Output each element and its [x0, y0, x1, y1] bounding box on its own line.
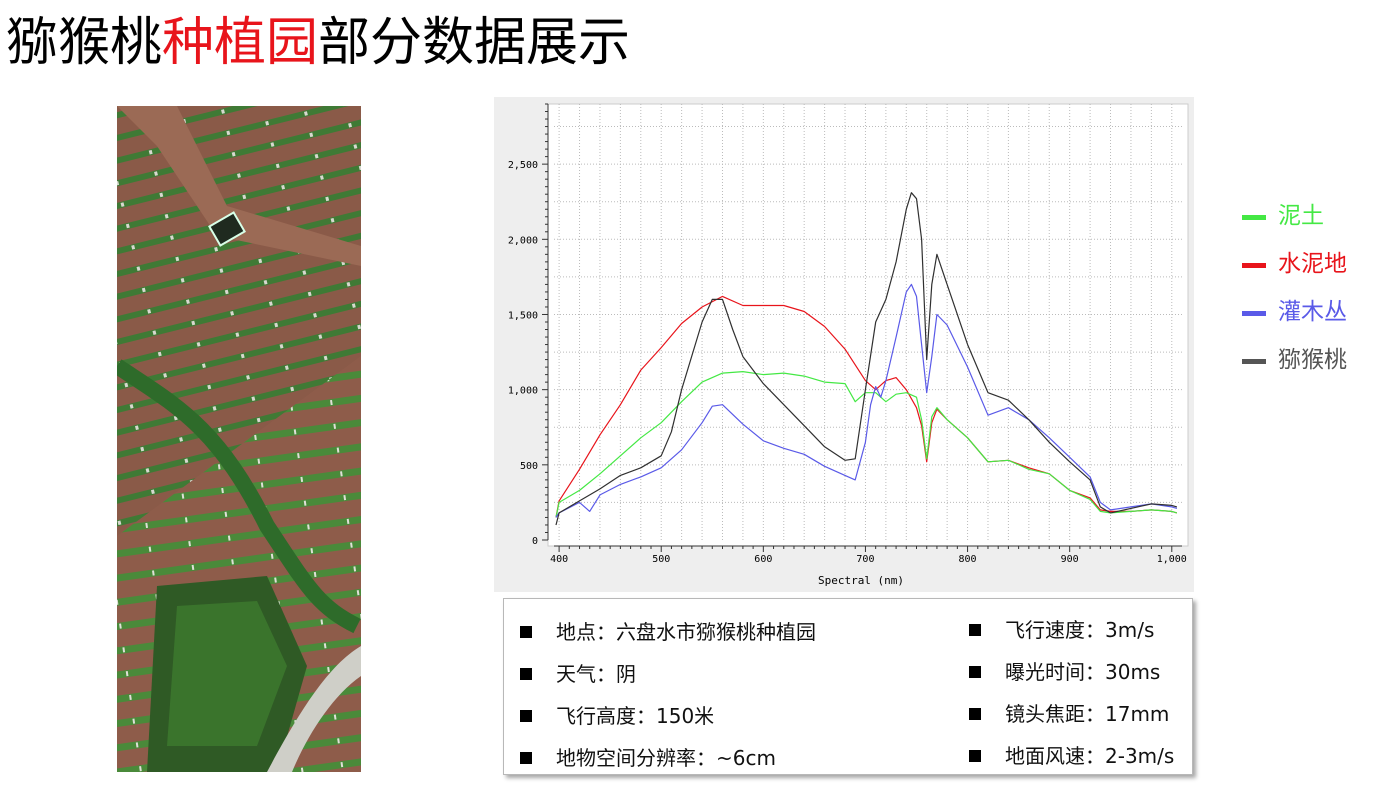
legend-label: 泥土: [1278, 203, 1324, 229]
info-item-resolution: 地物空间分辨率：~6cm: [520, 743, 776, 773]
legend-label: 灌木丛: [1278, 299, 1347, 325]
info-item-location: 地点：六盘水市猕猴桃种植园: [520, 617, 816, 647]
info-item-altitude: 飞行高度：150米: [520, 701, 714, 731]
bullet-icon: [969, 666, 981, 678]
info-item-weather: 天气：阴: [520, 659, 636, 689]
chart-legend: 泥土 水泥地 灌木丛 猕猴桃: [1240, 196, 1378, 388]
legend-swatch: [1242, 311, 1266, 316]
bullet-icon: [520, 626, 532, 638]
legend-item: 猕猴桃: [1240, 340, 1378, 388]
legend-item: 灌木丛: [1240, 292, 1378, 340]
info-item-focal: 镜头焦距：17mm: [969, 699, 1169, 729]
legend-label: 猕猴桃: [1278, 347, 1347, 373]
x-tick-label: 500: [652, 554, 670, 565]
series-line-0: [555, 295, 1178, 518]
spectral-chart: 400 500 600 700 800 900 1,000 0 500 1,000 1,500 2,0…: [494, 97, 1194, 592]
x-axis-label: Spectral (nm): [818, 574, 904, 587]
y-tick-label: 2,500: [508, 160, 538, 171]
x-tick-label: 600: [754, 554, 772, 565]
info-item-exposure: 曝光时间：30ms: [969, 657, 1160, 687]
bullet-icon: [520, 710, 532, 722]
plot-area: [547, 103, 1189, 547]
y-tick-label: 1,500: [508, 310, 538, 321]
page-title-highlight: 种植园: [162, 13, 319, 73]
bullet-icon: [969, 708, 981, 720]
series-line-3: [555, 192, 1178, 526]
y-tick-label: 500: [520, 461, 538, 472]
aerial-photo-image: [117, 106, 361, 772]
legend-swatch: [1242, 263, 1266, 268]
y-tick-label: 1,000: [508, 386, 538, 397]
bullet-icon: [969, 750, 981, 762]
legend-item: 水泥地: [1240, 244, 1378, 292]
x-tick-label: 900: [1061, 554, 1079, 565]
bullet-icon: [520, 668, 532, 680]
legend-swatch: [1242, 359, 1266, 364]
x-tick-label: 400: [550, 554, 568, 565]
series-line-1: [555, 371, 1178, 518]
spectral-chart-svg: 400 500 600 700 800 900 1,000 0 500 1,000 1,500 2,0…: [508, 103, 1189, 587]
page-title: 猕猴桃种植园部分数据展示: [6, 13, 631, 73]
info-item-wind: 地面风速：2-3m/s: [969, 741, 1174, 771]
legend-swatch: [1242, 215, 1266, 220]
legend-label: 水泥地: [1278, 251, 1347, 277]
bullet-icon: [969, 624, 981, 636]
x-tick-label: 700: [856, 554, 874, 565]
series-line-2: [555, 283, 1178, 518]
info-item-speed: 飞行速度：3m/s: [969, 615, 1154, 645]
bullet-icon: [520, 752, 532, 764]
x-tick-label: 1,000: [1157, 554, 1187, 565]
x-tick-label: 800: [959, 554, 977, 565]
flight-info-box: 地点：六盘水市猕猴桃种植园 天气：阴 飞行高度：150米 地物空间分辨率：~6c…: [503, 598, 1193, 775]
y-tick-label: 0: [532, 536, 538, 547]
y-tick-label: 2,000: [508, 235, 538, 246]
legend-item: 泥土: [1240, 196, 1378, 244]
aerial-photo: [117, 106, 361, 772]
